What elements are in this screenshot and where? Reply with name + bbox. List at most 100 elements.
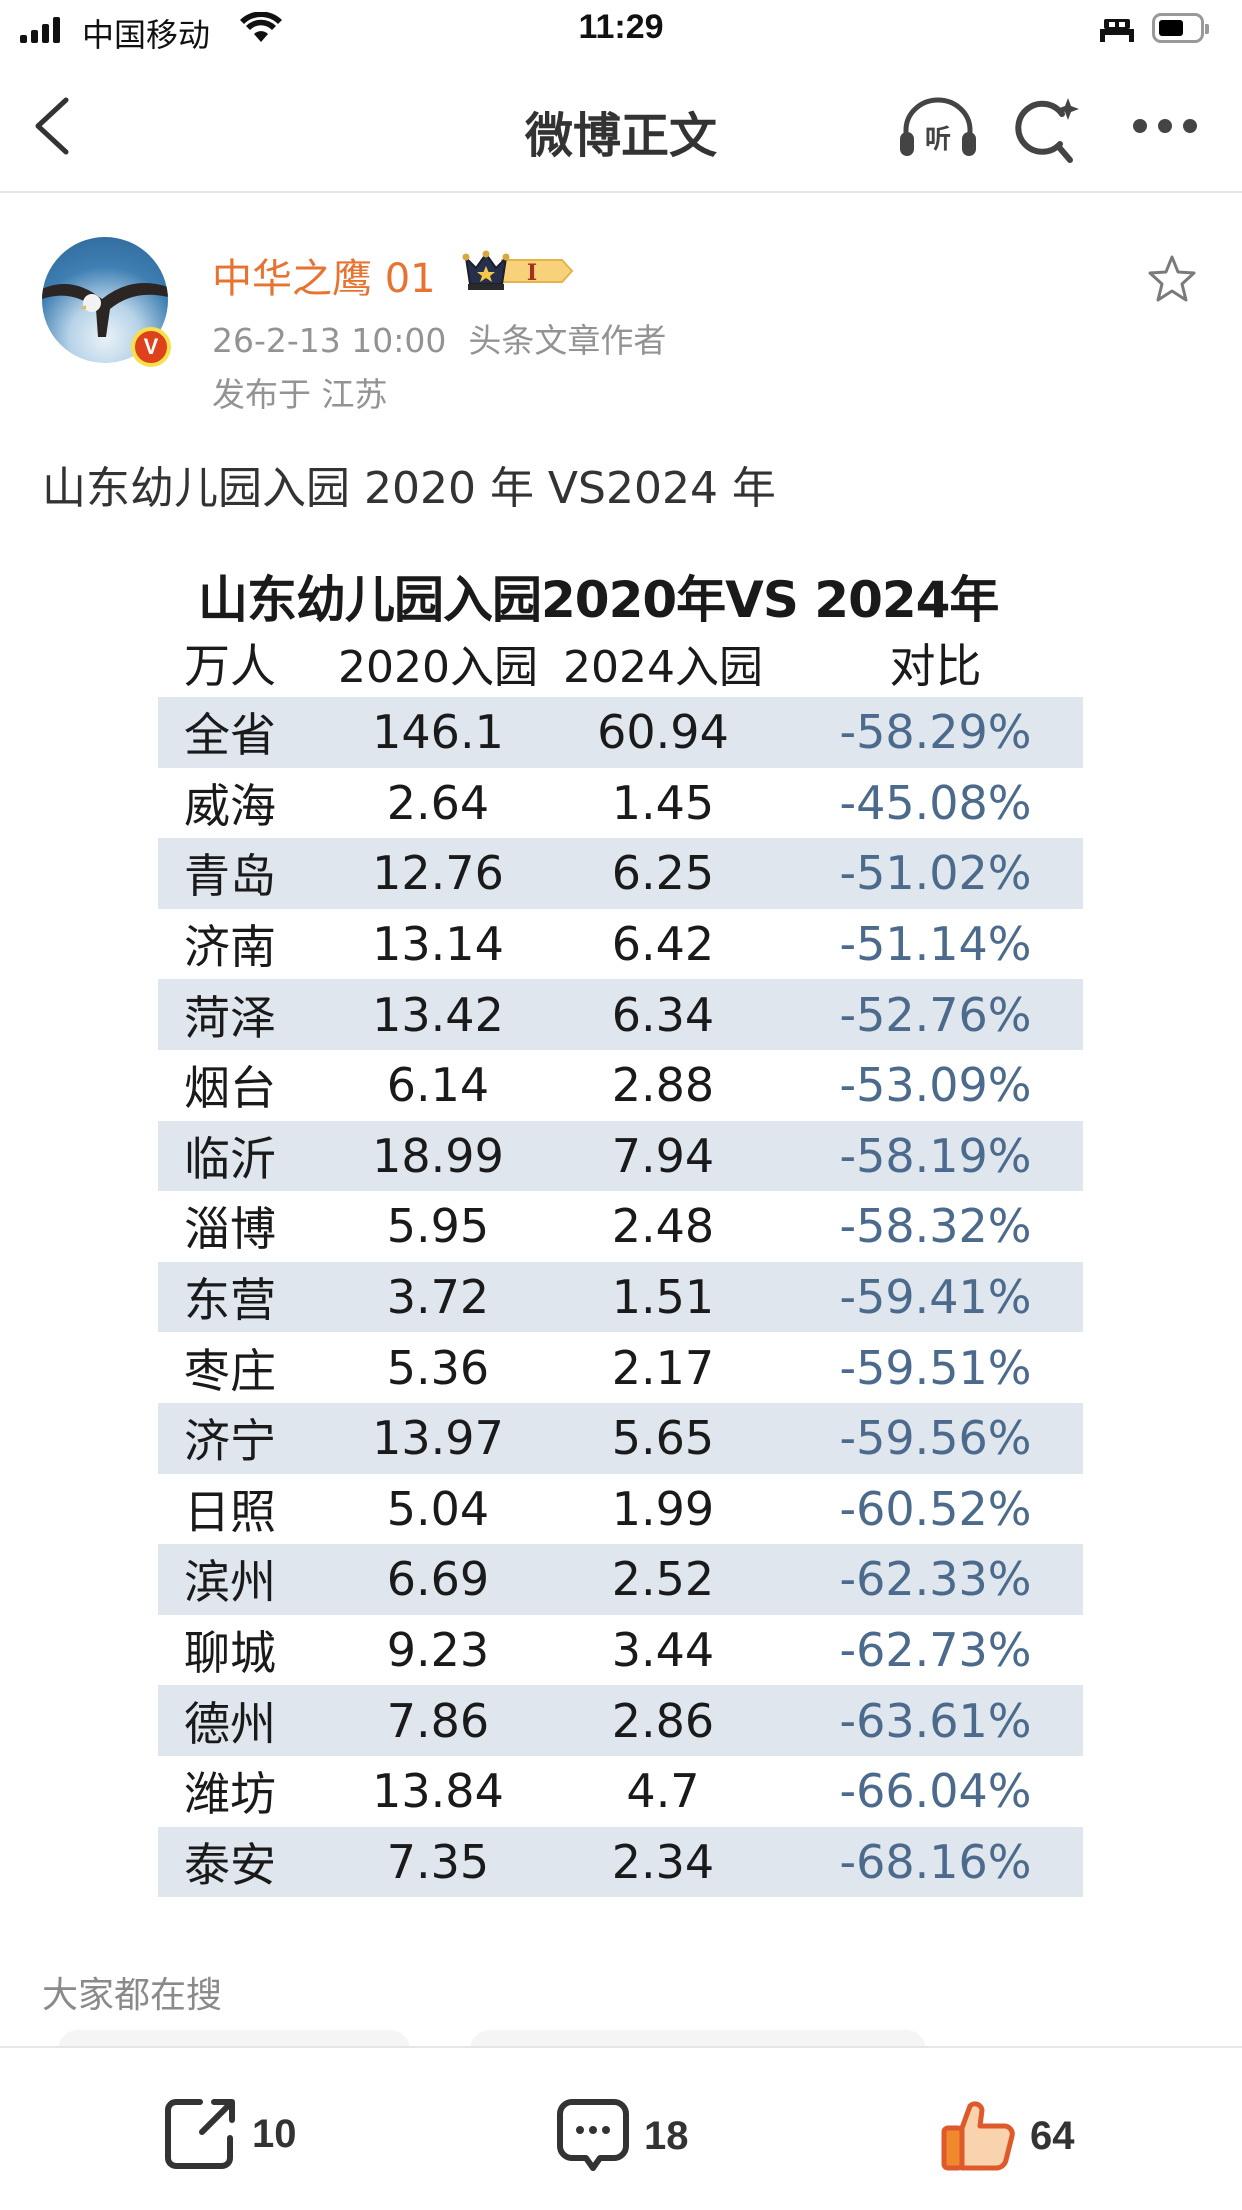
enrollment-2020-cell: 7.86 <box>386 1693 490 1748</box>
change-percent-cell: -66.04% <box>839 1764 1032 1819</box>
change-percent-cell: -51.14% <box>839 917 1032 972</box>
table-row: 淄博 5.95 2.48 -58.32% <box>158 1191 1083 1262</box>
enrollment-2024-cell: 2.86 <box>611 1693 715 1748</box>
table-row: 聊城 9.23 3.44 -62.73% <box>158 1615 1083 1686</box>
thumbs-up-icon <box>941 2101 1015 2171</box>
svg-text:I: I <box>527 260 537 286</box>
eagle-avatar-image <box>42 283 168 337</box>
star-icon <box>1148 255 1196 302</box>
enrollment-2024-cell: 5.65 <box>611 1411 715 1466</box>
nav-divider <box>0 191 1242 193</box>
change-percent-cell: -51.02% <box>839 846 1032 901</box>
table-row: 济南 13.14 6.42 -51.14% <box>158 909 1083 980</box>
table-header: 万人 2020入园 2024入园 对比 <box>158 628 1083 699</box>
enrollment-2020-cell: 7.35 <box>386 1834 490 1889</box>
enrollment-2024-cell: 6.25 <box>611 846 715 901</box>
search-sparkle-icon <box>1015 98 1079 163</box>
enrollment-2020-cell: 9.23 <box>386 1623 490 1678</box>
wifi-icon <box>240 11 282 48</box>
search-button[interactable] <box>1012 96 1086 170</box>
more-button[interactable] <box>1132 116 1198 140</box>
table-title: 山东幼儿园入园2020年VS 2024年 <box>198 571 999 629</box>
enrollment-2020-cell: 13.42 <box>372 987 504 1042</box>
post-time: 26-2-13 10:00 <box>212 321 447 360</box>
city-cell: 济宁 <box>184 1414 276 1469</box>
comment-button[interactable]: 18 <box>556 2098 689 2174</box>
listen-button[interactable]: 听 <box>896 96 980 164</box>
table-row: 泰安 7.35 2.34 -68.16% <box>158 1826 1083 1898</box>
trending-search-label: 大家都在搜 <box>42 1975 223 2016</box>
table-row: 济宁 13.97 5.65 -59.56% <box>158 1403 1083 1474</box>
like-button[interactable]: 64 <box>940 2098 1075 2174</box>
enrollment-2020-cell: 6.69 <box>386 1552 490 1607</box>
enrollment-2024-cell: 3.44 <box>611 1623 715 1678</box>
favorite-button[interactable] <box>1146 253 1198 309</box>
enrollment-2020-cell: 18.99 <box>372 1128 504 1183</box>
enrollment-2020-cell: 5.04 <box>386 1481 490 1536</box>
city-cell: 日照 <box>184 1484 276 1539</box>
header-2024: 2024入园 <box>563 642 763 694</box>
city-cell: 临沂 <box>184 1131 276 1186</box>
enrollment-2024-cell: 6.42 <box>611 917 715 972</box>
author-role: 头条文章作者 <box>468 321 667 360</box>
table-row: 潍坊 13.84 4.7 -66.04% <box>158 1756 1083 1827</box>
enrollment-2024-cell: 6.34 <box>611 987 715 1042</box>
enrollment-2024-cell: 1.99 <box>611 1481 715 1536</box>
change-percent-cell: -59.41% <box>839 1270 1032 1325</box>
action-bar: 10 18 64 <box>0 2046 1242 2210</box>
clock: 11:29 <box>578 8 664 46</box>
share-icon <box>165 2099 235 2169</box>
header-compare: 对比 <box>889 639 982 694</box>
change-percent-cell: -52.76% <box>839 987 1032 1042</box>
enrollment-2024-cell: 7.94 <box>611 1128 715 1183</box>
table-row: 威海 2.64 1.45 -45.08% <box>158 768 1083 839</box>
change-percent-cell: -68.16% <box>839 1834 1032 1889</box>
more-dots-icon <box>1133 119 1197 133</box>
change-percent-cell: -58.32% <box>839 1199 1032 1254</box>
table-row: 枣庄 5.36 2.17 -59.51% <box>158 1332 1083 1403</box>
share-button[interactable]: 10 <box>164 2098 297 2170</box>
enrollment-2024-cell: 1.51 <box>611 1270 715 1325</box>
city-cell: 全省 <box>184 708 276 763</box>
city-cell: 滨州 <box>184 1555 276 1610</box>
sleep-mode-icon <box>1100 17 1134 47</box>
enrollment-2020-cell: 5.36 <box>386 1340 490 1395</box>
change-percent-cell: -58.29% <box>839 705 1032 760</box>
city-cell: 威海 <box>184 778 276 833</box>
change-percent-cell: -59.56% <box>839 1411 1032 1466</box>
header-2020: 2020入园 <box>338 642 538 694</box>
member-level-badge[interactable]: I <box>462 250 574 296</box>
city-cell: 济南 <box>184 920 276 975</box>
author-name[interactable]: 中华之鹰 01 <box>212 256 436 302</box>
battery-icon <box>1152 13 1209 43</box>
city-cell: 枣庄 <box>184 1343 276 1398</box>
change-percent-cell: -62.73% <box>839 1623 1032 1678</box>
post-meta: 26-2-13 10:00 头条文章作者 <box>212 314 666 362</box>
table-row: 东营 3.72 1.51 -59.41% <box>158 1261 1083 1333</box>
table-row: 烟台 6.14 2.88 -53.09% <box>158 1050 1083 1121</box>
city-cell: 泰安 <box>184 1837 276 1892</box>
enrollment-2020-cell: 146.1 <box>372 705 504 760</box>
city-cell: 德州 <box>184 1696 276 1751</box>
enrollment-2024-cell: 2.48 <box>611 1199 715 1254</box>
table-row: 德州 7.86 2.86 -63.61% <box>158 1685 1083 1756</box>
change-percent-cell: -59.51% <box>839 1340 1032 1395</box>
verified-badge: V <box>131 327 171 367</box>
table-row: 日照 5.04 1.99 -60.52% <box>158 1474 1083 1545</box>
comment-count: 18 <box>644 2113 689 2158</box>
city-cell: 青岛 <box>184 849 276 904</box>
back-button[interactable] <box>30 96 74 160</box>
city-cell: 聊城 <box>184 1626 276 1681</box>
headphones-listen-icon: 听 <box>900 97 976 156</box>
enrollment-2024-cell: 1.45 <box>611 775 715 830</box>
enrollment-2020-cell: 6.14 <box>386 1058 490 1113</box>
comment-icon <box>557 2099 629 2171</box>
change-percent-cell: -62.33% <box>839 1552 1032 1607</box>
enrollment-2024-cell: 2.88 <box>611 1058 715 1113</box>
like-count: 64 <box>1030 2113 1075 2158</box>
header-unit: 万人 <box>184 639 276 694</box>
enrollment-2020-cell: 5.95 <box>386 1199 490 1254</box>
table-row: 菏泽 13.42 6.34 -52.76% <box>158 979 1083 1050</box>
city-cell: 菏泽 <box>184 990 276 1045</box>
change-percent-cell: -53.09% <box>839 1058 1032 1113</box>
